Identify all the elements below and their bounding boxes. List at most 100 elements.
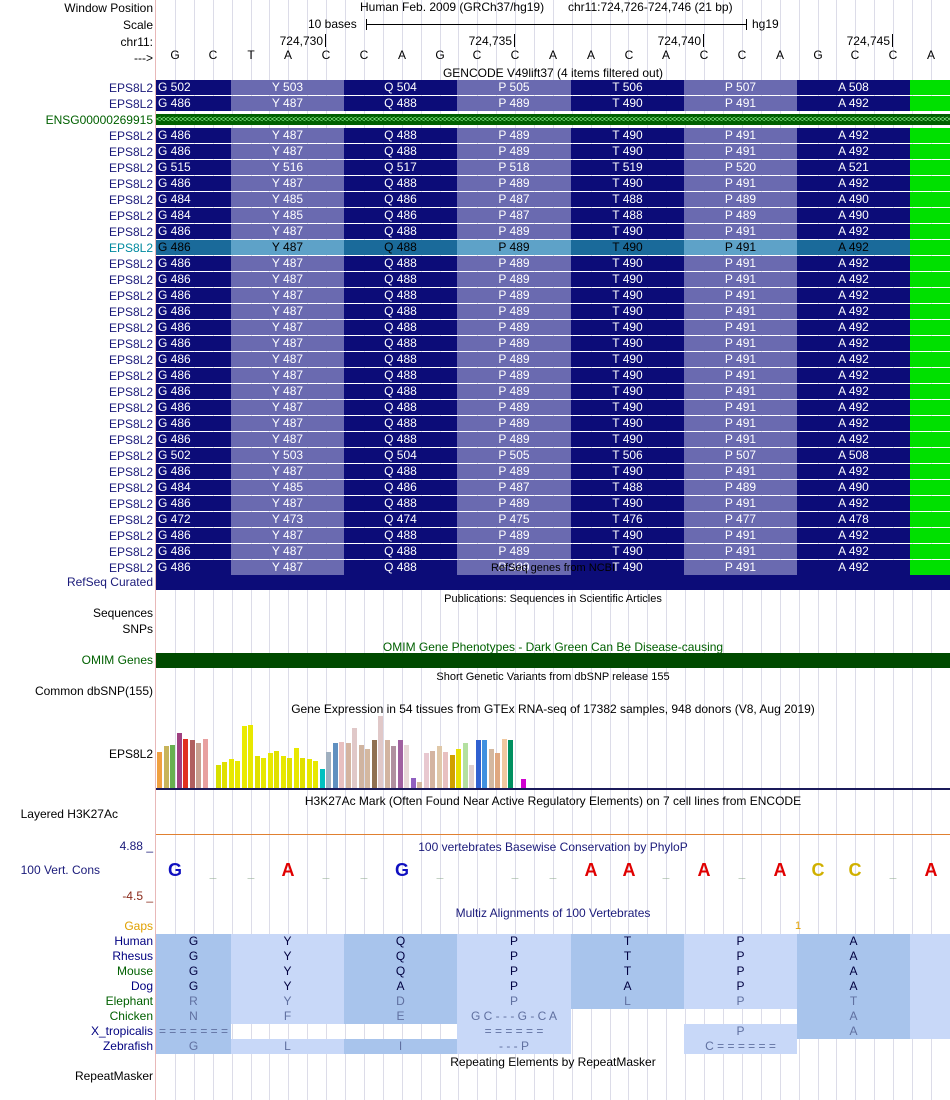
codon-cell[interactable]: G 486 xyxy=(156,128,231,143)
codon-cell[interactable]: Y 487 xyxy=(231,528,344,543)
codon-cell[interactable]: T 490 xyxy=(571,368,684,383)
codon-cell[interactable]: P 491 xyxy=(684,304,797,319)
codon-cell[interactable]: G 486 xyxy=(156,224,231,239)
codon-cell[interactable]: P 489 xyxy=(457,352,571,367)
codon-cell[interactable]: Q 488 xyxy=(344,528,457,543)
codon-cell[interactable]: A 492 xyxy=(797,528,910,543)
codon-cell[interactable]: G 484 xyxy=(156,208,231,223)
codon-cell[interactable]: G 486 xyxy=(156,288,231,303)
codon-cell[interactable]: A 492 xyxy=(797,336,910,351)
codon-cell[interactable]: G 486 xyxy=(156,352,231,367)
publications-sequences-label[interactable]: Sequences xyxy=(92,606,153,620)
gtex-bar[interactable] xyxy=(157,752,162,788)
codon-cell[interactable]: Y 487 xyxy=(231,144,344,159)
codon-cell[interactable]: T 490 xyxy=(571,224,684,239)
gtex-bar[interactable] xyxy=(359,745,364,788)
codon-cell[interactable]: Q 488 xyxy=(344,368,457,383)
codon-cell[interactable]: P 489 xyxy=(457,368,571,383)
codon-cell[interactable]: T 490 xyxy=(571,544,684,559)
codon-cell[interactable]: Y 503 xyxy=(231,448,344,463)
gtex-bar[interactable] xyxy=(177,733,182,788)
codon-cell[interactable]: A 492 xyxy=(797,96,910,111)
gene-row-label[interactable]: EPS8L2 xyxy=(108,497,153,511)
gtex-bar[interactable] xyxy=(333,743,338,788)
codon-cell[interactable]: Q 488 xyxy=(344,320,457,335)
codon-cell[interactable]: T 519 xyxy=(571,160,684,175)
codon-cell[interactable]: A 490 xyxy=(797,192,910,207)
codon-cell[interactable]: Q 488 xyxy=(344,544,457,559)
codon-cell[interactable]: Q 488 xyxy=(344,416,457,431)
codon-cell[interactable]: P 489 xyxy=(457,416,571,431)
gtex-bar[interactable] xyxy=(456,749,461,788)
codon-cell[interactable]: P 491 xyxy=(684,560,797,575)
gtex-bar[interactable] xyxy=(495,753,500,788)
gene-row[interactable]: G 515 Y 516 Q 517 P 518 T 519 P 520 A 521 xyxy=(156,160,950,176)
gene-row[interactable]: G 486 Y 487 Q 488 P 489 T 490 P 491 A 492 xyxy=(156,352,950,368)
codon-cell[interactable]: G 486 xyxy=(156,256,231,271)
codon-cell[interactable]: P 487 xyxy=(457,208,571,223)
codon-cell[interactable]: T 490 xyxy=(571,272,684,287)
codon-cell[interactable]: G 484 xyxy=(156,192,231,207)
species-label[interactable]: X_tropicalis xyxy=(90,1024,153,1038)
codon-cell[interactable]: Y 487 xyxy=(231,176,344,191)
gtex-bar[interactable] xyxy=(372,740,377,788)
codon-cell[interactable]: P 477 xyxy=(684,512,797,527)
codon-cell[interactable]: G 486 xyxy=(156,464,231,479)
species-label[interactable]: Chicken xyxy=(109,1009,153,1023)
codon-cell[interactable]: P 491 xyxy=(684,496,797,511)
codon-cell[interactable]: G 486 xyxy=(156,240,231,255)
codon-cell[interactable]: Q 486 xyxy=(344,208,457,223)
gene-row[interactable]: G 502 Y 503 Q 504 P 505 T 506 P 507 A 508 xyxy=(156,448,950,464)
gene-row-label[interactable]: EPS8L2 xyxy=(108,305,153,319)
codon-cell[interactable]: Q 504 xyxy=(344,80,457,95)
gtex-bar[interactable] xyxy=(385,740,390,788)
gtex-bar[interactable] xyxy=(365,749,370,788)
codon-cell[interactable]: P 489 xyxy=(457,176,571,191)
codon-cell[interactable]: Y 485 xyxy=(231,192,344,207)
codon-cell[interactable]: G 486 xyxy=(156,416,231,431)
codon-cell[interactable]: P 491 xyxy=(684,544,797,559)
refseq-track-label[interactable]: RefSeq Curated xyxy=(66,575,153,589)
codon-cell[interactable]: A 492 xyxy=(797,128,910,143)
codon-cell[interactable]: T 488 xyxy=(571,208,684,223)
gene-row[interactable]: G 486 Y 487 Q 488 P 489 T 490 P 491 A 492 xyxy=(156,304,950,320)
codon-cell[interactable]: Q 486 xyxy=(344,480,457,495)
codon-cell[interactable]: T 490 xyxy=(571,432,684,447)
codon-cell[interactable]: T 488 xyxy=(571,480,684,495)
codon-cell[interactable]: Q 488 xyxy=(344,96,457,111)
gene-row-label[interactable]: EPS8L2 xyxy=(108,209,153,223)
codon-cell[interactable]: A 492 xyxy=(797,416,910,431)
gtex-bar[interactable] xyxy=(255,756,260,788)
gene-row[interactable]: G 484 Y 485 Q 486 P 487 T 488 P 489 A 490 xyxy=(156,192,950,208)
codon-cell[interactable]: Y 487 xyxy=(231,336,344,351)
gene-row-label[interactable]: EPS8L2 xyxy=(108,481,153,495)
codon-cell[interactable]: P 487 xyxy=(457,192,571,207)
gene-row-label[interactable]: EPS8L2 xyxy=(108,97,153,111)
codon-cell[interactable]: P 491 xyxy=(684,96,797,111)
codon-cell[interactable]: A 492 xyxy=(797,320,910,335)
codon-cell[interactable]: Y 487 xyxy=(231,288,344,303)
gtex-bar[interactable] xyxy=(307,759,312,788)
codon-cell[interactable]: G 515 xyxy=(156,160,231,175)
gene-row-label[interactable]: EPS8L2 xyxy=(108,273,153,287)
gene-row-label[interactable]: EPS8L2 xyxy=(108,321,153,335)
gene-row[interactable]: G 486 Y 487 Q 488 P 489 T 490 P 491 A 492 xyxy=(156,240,950,256)
codon-cell[interactable]: Q 488 xyxy=(344,240,457,255)
codon-cell[interactable]: T 490 xyxy=(571,528,684,543)
codon-cell[interactable]: P 491 xyxy=(684,432,797,447)
codon-cell[interactable]: T 476 xyxy=(571,512,684,527)
codon-cell[interactable]: Q 488 xyxy=(344,176,457,191)
codon-cell[interactable]: P 489 xyxy=(457,272,571,287)
codon-cell[interactable]: G 486 xyxy=(156,544,231,559)
gtex-bar-chart[interactable] xyxy=(156,715,556,788)
codon-cell[interactable]: A 492 xyxy=(797,432,910,447)
codon-cell[interactable]: P 489 xyxy=(457,528,571,543)
codon-cell[interactable]: P 491 xyxy=(684,288,797,303)
codon-cell[interactable]: G 486 xyxy=(156,176,231,191)
codon-cell[interactable]: Q 488 xyxy=(344,432,457,447)
codon-cell[interactable]: G 486 xyxy=(156,144,231,159)
codon-cell[interactable]: Y 487 xyxy=(231,432,344,447)
codon-cell[interactable]: Y 487 xyxy=(231,416,344,431)
